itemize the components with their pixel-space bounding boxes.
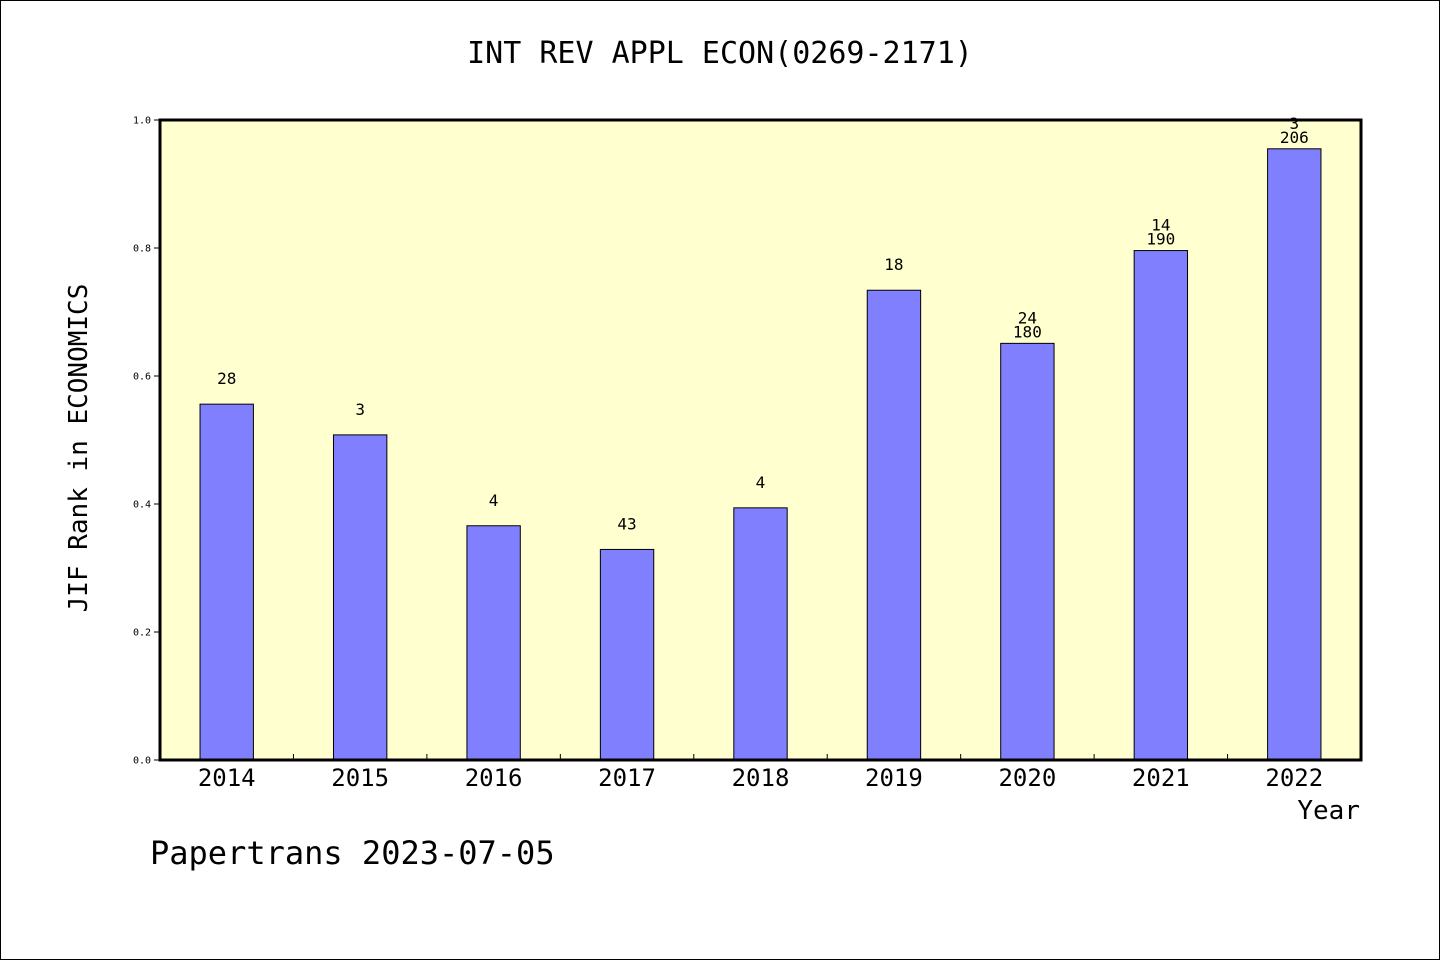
x-axis: 2014 2015 2016 2017 2018 2019 2020 2021 2022 bbox=[198, 754, 1323, 792]
bar-data-label: 43 bbox=[617, 514, 636, 533]
bar-data-label: 190 bbox=[1146, 230, 1175, 249]
bar-data-label: 18 bbox=[884, 255, 903, 274]
bar-2018 bbox=[733, 507, 788, 761]
x-tick-label: 2014 bbox=[198, 764, 256, 792]
x-tick-label: 2022 bbox=[1265, 764, 1323, 792]
bar-data-label: 3 bbox=[1289, 114, 1299, 133]
bar-2016 bbox=[466, 525, 521, 761]
footer-note: Papertrans 2023-07-05 bbox=[150, 834, 555, 872]
bar-2022 bbox=[1267, 148, 1322, 761]
bars bbox=[199, 148, 1322, 761]
x-tick-label: 2020 bbox=[998, 764, 1056, 792]
bar-data-label: 14 bbox=[1151, 216, 1170, 235]
bar-data-label: 206 bbox=[1280, 128, 1309, 147]
bar-2019 bbox=[866, 289, 922, 761]
y-tick-label: 0.2 bbox=[133, 628, 151, 639]
x-tick-label: 2016 bbox=[465, 764, 523, 792]
y-tick-label: 1.0 bbox=[133, 116, 151, 127]
x-tick-label: 2019 bbox=[865, 764, 923, 792]
bar-2021 bbox=[1133, 250, 1189, 761]
chart-title: INT REV APPL ECON(0269-2171) bbox=[467, 36, 973, 71]
bar-data-label: 28 bbox=[217, 369, 236, 388]
bar-data-label: 4 bbox=[489, 491, 499, 510]
bar-2020 bbox=[1000, 342, 1055, 761]
bar-2017 bbox=[599, 548, 655, 761]
x-tick-label: 2015 bbox=[331, 764, 389, 792]
bar-data-label: 3 bbox=[355, 400, 365, 419]
bar-data-label: 24 bbox=[1018, 308, 1037, 327]
bar-2015 bbox=[332, 434, 388, 761]
y-axis: 0.0 0.2 0.4 0.6 0.8 1.0 bbox=[133, 116, 160, 767]
plot-border bbox=[158, 118, 1363, 762]
y-tick-label: 0.8 bbox=[133, 244, 151, 255]
bar-2014 bbox=[199, 403, 254, 761]
y-tick-label: 0.0 bbox=[133, 756, 151, 767]
y-tick-label: 0.4 bbox=[133, 500, 151, 511]
x-tick-label: 2017 bbox=[598, 764, 656, 792]
y-tick-label: 0.6 bbox=[133, 372, 151, 383]
bar-data-label: 180 bbox=[1013, 322, 1042, 341]
bar-data-label: 4 bbox=[756, 473, 766, 492]
x-tick-label: 2018 bbox=[732, 764, 790, 792]
x-axis-label: Year bbox=[1297, 796, 1360, 826]
y-axis-label: JIF Rank in ECONOMICS bbox=[64, 283, 94, 613]
x-tick-label: 2021 bbox=[1132, 764, 1190, 792]
